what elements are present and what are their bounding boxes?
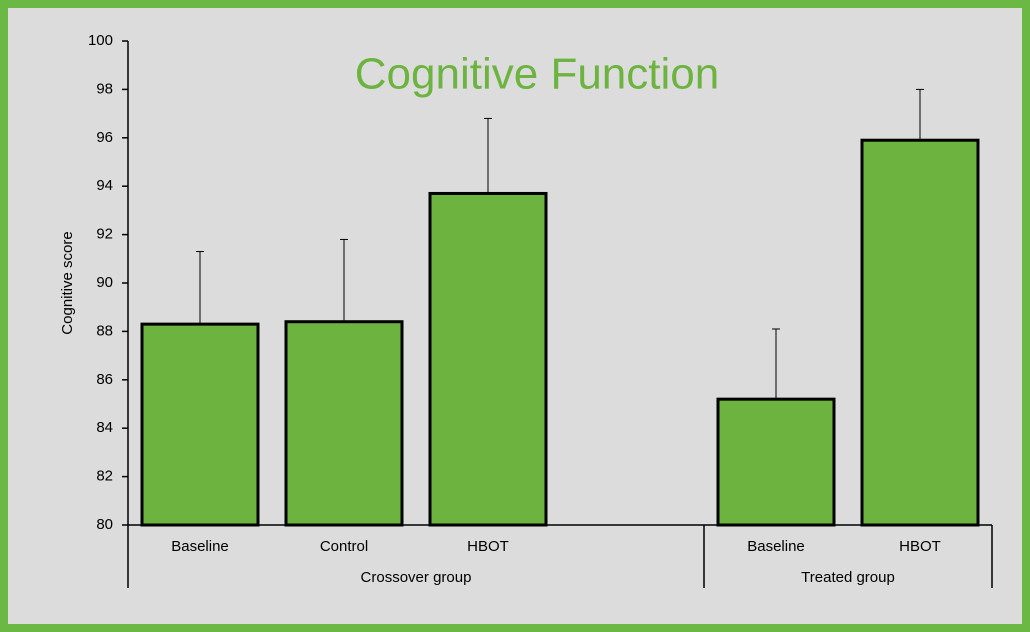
y-tick-label: 80: [96, 516, 113, 533]
bar: [428, 191, 548, 527]
bar: [716, 397, 836, 527]
chart-title: Cognitive Function: [355, 50, 719, 99]
y-tick-label: 90: [96, 274, 113, 291]
x-tick-label: Control: [320, 538, 368, 555]
y-axis-label: Cognitive score: [59, 231, 76, 334]
y-tick-label: 84: [96, 419, 113, 436]
x-tick-label: HBOT: [467, 538, 509, 555]
y-tick-label: 96: [96, 129, 113, 146]
y-tick-label: 100: [88, 32, 113, 49]
bar: [860, 138, 980, 527]
y-tick-label: 82: [96, 468, 113, 485]
x-tick-label: Baseline: [747, 538, 805, 555]
y-tick-label: 98: [96, 80, 113, 97]
x-tick-label: HBOT: [899, 538, 941, 555]
group-label: Crossover group: [361, 569, 472, 586]
y-tick-label: 88: [96, 322, 113, 339]
bar: [140, 322, 260, 527]
y-tick-label: 94: [96, 177, 113, 194]
bar: [284, 320, 404, 527]
group-label: Treated group: [801, 569, 895, 586]
x-tick-label: Baseline: [171, 538, 229, 555]
y-tick-label: 86: [96, 371, 113, 388]
y-tick-label: 92: [96, 226, 113, 243]
